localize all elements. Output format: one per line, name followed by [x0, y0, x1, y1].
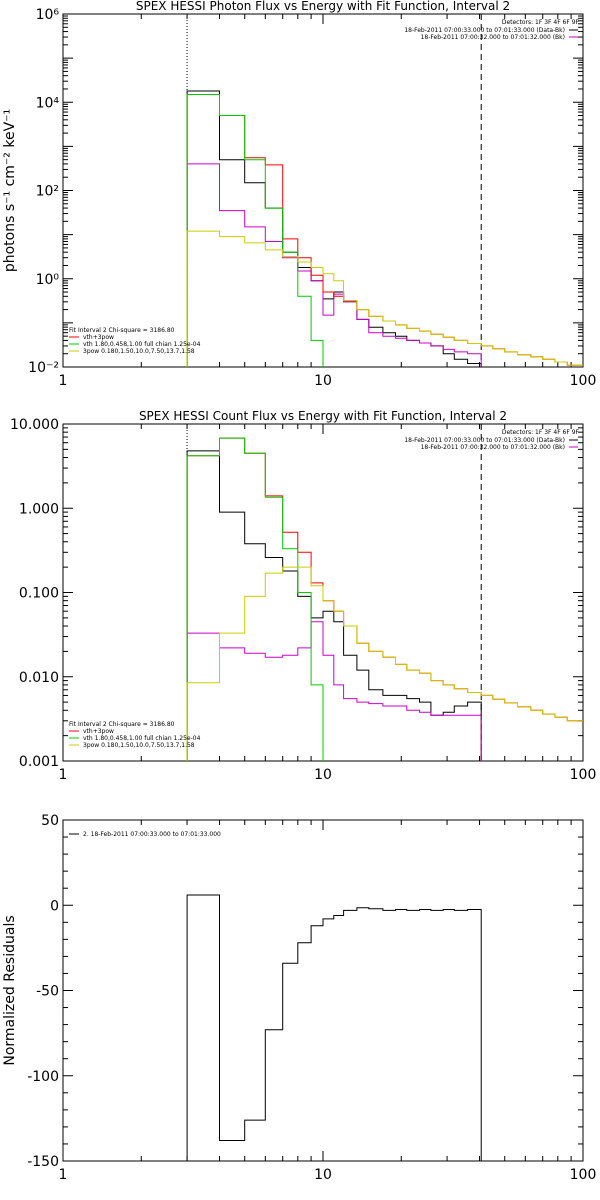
- series-data-bk: [186, 450, 482, 761]
- legend-entry: 18-Feb-2011 07:00:32.000 to 07:01:32.000…: [421, 444, 565, 451]
- x-tick-label: 10: [314, 373, 332, 389]
- legend-entry: vth+3pow: [83, 334, 114, 341]
- y-tick-label: 10⁻²: [28, 360, 59, 376]
- x-tick-label: 10: [314, 767, 332, 783]
- y-tick-label: 10⁴: [36, 95, 60, 111]
- detectors-label: Detectors: 1F 3F 4F 6F 9F: [502, 19, 580, 26]
- legend-entry: 18-Feb-2011 07:00:32.000 to 07:01:32.000…: [421, 34, 565, 41]
- legend-entry: vth+3pow: [83, 728, 114, 735]
- y-tick-label: 10⁶: [36, 7, 60, 23]
- series-vth: [186, 94, 482, 367]
- y-tick-label: 0.100: [19, 586, 59, 602]
- y-tick-label: 0.001: [19, 754, 59, 770]
- y-tick-label: 50: [41, 813, 59, 829]
- fit-info-label: Fit Interval 2 Chi-square = 3186.80: [69, 721, 175, 728]
- legend-entry: 3pow 0.180,1.50,10.0,7.50,13.7,1.58: [83, 348, 195, 355]
- y-tick-label: 0: [50, 898, 59, 914]
- x-tick-label: 100: [570, 373, 597, 389]
- chart-panel-1: SPEX HESSI Photon Flux vs Energy with Fi…: [2, 0, 596, 389]
- series-bk: [186, 163, 482, 367]
- legend-entry: 18-Feb-2011 07:00:33.000 to 07:01:33.000…: [404, 437, 565, 444]
- series-vth-3pow: [186, 437, 583, 761]
- y-tick-label: 10.000: [10, 417, 59, 433]
- series-bk: [186, 621, 482, 761]
- chart-title: SPEX HESSI Count Flux vs Energy with Fit…: [139, 409, 507, 423]
- legend-entry: 18-Feb-2011 07:00:33.000 to 07:01:33.000…: [404, 27, 565, 34]
- series-vth-3pow: [186, 94, 583, 367]
- series-3pow: [186, 230, 583, 367]
- chart-title: SPEX HESSI Photon Flux vs Energy with Fi…: [136, 0, 510, 13]
- y-tick-label: 10⁰: [36, 272, 60, 288]
- series-3pow: [186, 566, 583, 761]
- legend-entry: 3pow 0.180,1.50,10.0,7.50,13.7,1.58: [83, 742, 195, 749]
- y-tick-label: 1.000: [19, 501, 59, 517]
- legend-entry: vth 1.80,0.458,1.00 full chian 1.25e-04: [83, 735, 201, 742]
- legend-entry: 2. 18-Feb-2011 07:00:33.000 to 07:01:33.…: [83, 831, 221, 838]
- series-residuals: [186, 894, 482, 1161]
- chart-panel-2: SPEX HESSI Count Flux vs Energy with Fit…: [10, 409, 597, 783]
- y-axis-label: Normalized Residuals: [2, 915, 18, 1065]
- x-tick-label: 1: [59, 1167, 68, 1183]
- y-tick-label: -150: [27, 1154, 59, 1170]
- plot-frame: [62, 819, 584, 1162]
- fit-info-label: Fit Interval 2 Chi-square = 3186.80: [69, 327, 175, 334]
- legend-entry: vth 1.80,0.458,1.00 full chian 1.25e-04: [83, 341, 201, 348]
- y-axis-label: photons s⁻¹ cm⁻² keV⁻¹: [2, 109, 18, 272]
- x-tick-label: 1: [59, 767, 68, 783]
- x-tick-label: 100: [570, 1167, 597, 1183]
- detectors-label: Detectors: 1F 3F 4F 6F 9F: [502, 429, 580, 436]
- series-vth: [186, 437, 482, 761]
- y-tick-label: 10²: [36, 184, 59, 200]
- y-tick-label: 0.010: [19, 670, 59, 686]
- x-tick-label: 10: [314, 1167, 332, 1183]
- chart-panel-3: 1 10 100 -150 -100 -50 0 50 Normalized Residuals…: [2, 813, 596, 1183]
- y-tick-label: -50: [36, 984, 59, 1000]
- series-data-bk: [186, 90, 482, 367]
- x-tick-label: 1: [59, 373, 68, 389]
- x-tick-label: 100: [570, 767, 597, 783]
- y-tick-label: -100: [27, 1069, 59, 1085]
